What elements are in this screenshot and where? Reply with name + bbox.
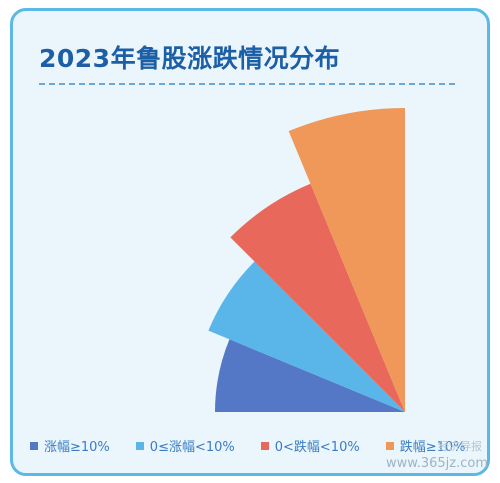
chart-title: 2023年鲁股涨跌情况分布 — [39, 44, 341, 73]
rose-slice-4 — [288, 108, 405, 412]
legend-item-fall-lt-10: 0<跌幅<10% — [260, 436, 360, 455]
legend-swatch — [135, 441, 144, 450]
title-divider — [39, 83, 455, 85]
rose-slice-2 — [208, 261, 405, 412]
watermark-text: 经济导报 — [438, 440, 482, 453]
chart-legend: 涨幅≥10% 0≤涨幅<10% 0<跌幅<10% 跌幅≥10% — [30, 436, 466, 455]
legend-item-fall-ge-10: 跌幅≥10% — [385, 436, 466, 455]
legend-swatch — [30, 441, 38, 450]
legend-item-rise-lt-10: 0≤涨幅<10% — [135, 436, 235, 455]
legend-label: 涨幅≥10% — [44, 440, 110, 455]
legend-swatch — [260, 441, 269, 450]
legend-label: 0<跌幅<10% — [274, 440, 360, 455]
rose-slice-3 — [230, 183, 405, 412]
rose-slice-1 — [215, 339, 405, 412]
legend-swatch — [385, 441, 394, 450]
watermark-url: www.365jz.com — [386, 456, 488, 471]
legend-item-rise-ge-10: 涨幅≥10% — [30, 436, 110, 455]
legend-label: 跌幅≥10% — [399, 440, 466, 455]
legend-label: 0≤涨幅<10% — [149, 440, 235, 455]
